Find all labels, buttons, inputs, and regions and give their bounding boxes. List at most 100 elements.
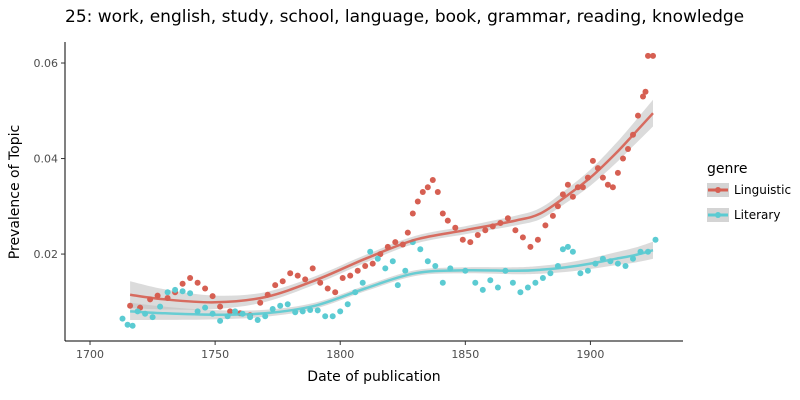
point-linguistic	[369, 260, 376, 267]
legend-label-linguistic: Linguistic	[734, 183, 791, 197]
point-literary	[424, 258, 431, 265]
point-literary	[194, 308, 201, 315]
point-linguistic	[272, 282, 279, 289]
point-linguistic	[194, 279, 201, 286]
point-linguistic	[542, 222, 549, 229]
point-linguistic	[459, 236, 466, 243]
point-linguistic	[614, 169, 621, 176]
point-linguistic	[512, 227, 519, 234]
point-linguistic	[434, 189, 441, 195]
point-literary	[269, 306, 276, 312]
point-linguistic	[429, 177, 436, 183]
y-tick-label: 0.02	[34, 248, 59, 261]
point-linguistic	[604, 181, 611, 188]
point-linguistic	[642, 88, 649, 95]
point-linguistic	[279, 278, 286, 285]
point-linguistic	[620, 155, 626, 162]
legend-label-literary: Literary	[734, 208, 780, 222]
point-literary	[494, 284, 501, 291]
point-linguistic	[444, 217, 451, 224]
point-literary	[202, 304, 209, 311]
point-linguistic	[635, 112, 641, 119]
y-ticks: 0.02 0.04 0.06	[34, 57, 65, 261]
point-linguistic	[404, 229, 411, 236]
point-literary	[307, 307, 314, 313]
point-literary	[517, 289, 524, 296]
point-literary	[382, 265, 389, 272]
point-linguistic	[209, 293, 216, 300]
point-literary	[262, 313, 269, 320]
point-literary	[547, 270, 554, 277]
point-linguistic	[527, 243, 534, 250]
y-axis-label: Prevalence of Topic	[7, 125, 23, 259]
x-tick-label: 1850	[451, 348, 479, 361]
point-linguistic	[452, 224, 459, 231]
point-linguistic	[599, 174, 606, 181]
point-linguistic	[332, 289, 339, 296]
trend-line-linguistic	[129, 112, 654, 304]
point-literary	[394, 282, 401, 289]
x-ticks: 1700 1750 1800 1850 1900	[76, 341, 604, 361]
point-literary	[472, 279, 479, 286]
point-literary	[402, 267, 409, 274]
point-literary	[559, 246, 566, 253]
point-literary	[614, 260, 621, 267]
point-literary	[172, 286, 179, 293]
point-literary	[322, 313, 329, 320]
point-literary	[337, 308, 344, 315]
legend-title: genre	[707, 161, 747, 177]
point-linguistic	[589, 157, 596, 164]
point-literary	[374, 255, 381, 262]
point-linguistic	[564, 181, 571, 188]
point-linguistic	[482, 227, 489, 234]
point-linguistic	[317, 279, 324, 286]
point-linguistic	[202, 285, 209, 292]
point-literary	[389, 258, 396, 265]
point-literary	[254, 317, 261, 323]
point-literary	[314, 307, 321, 314]
point-literary	[584, 267, 591, 274]
point-linguistic	[187, 275, 194, 281]
point-linguistic	[179, 280, 186, 287]
point-literary	[367, 248, 374, 255]
point-linguistic	[650, 52, 656, 59]
x-tick-label: 1700	[76, 348, 104, 361]
point-linguistic	[324, 285, 331, 292]
point-literary	[569, 248, 576, 255]
x-tick-label: 1800	[326, 348, 354, 361]
point-linguistic	[227, 308, 234, 315]
point-linguistic	[625, 146, 631, 152]
point-literary	[284, 301, 291, 308]
x-tick-label: 1750	[201, 348, 229, 361]
point-linguistic	[347, 272, 354, 279]
point-literary	[652, 236, 659, 243]
x-axis-label: Date of publication	[307, 369, 440, 385]
point-literary	[164, 289, 171, 296]
point-literary	[417, 246, 424, 253]
point-literary	[247, 314, 254, 321]
point-literary	[509, 279, 516, 286]
point-literary	[564, 243, 571, 250]
point-literary	[157, 303, 164, 310]
point-linguistic	[640, 93, 646, 100]
point-literary	[329, 313, 336, 320]
x-tick-label: 1900	[576, 348, 604, 361]
point-linguistic	[424, 184, 431, 191]
point-linguistic	[439, 210, 446, 217]
point-literary	[232, 308, 239, 315]
point-linguistic	[609, 184, 616, 191]
point-linguistic	[549, 212, 556, 219]
point-linguistic	[127, 302, 134, 309]
point-linguistic	[467, 239, 474, 246]
point-literary	[217, 317, 224, 324]
point-literary	[344, 301, 351, 308]
point-literary	[187, 290, 194, 297]
y-tick-label: 0.06	[34, 57, 59, 70]
point-linguistic	[569, 193, 576, 200]
point-linguistic	[362, 263, 369, 269]
point-literary	[524, 284, 531, 291]
point-linguistic	[294, 272, 301, 279]
point-literary	[577, 270, 584, 277]
point-literary	[439, 279, 446, 286]
